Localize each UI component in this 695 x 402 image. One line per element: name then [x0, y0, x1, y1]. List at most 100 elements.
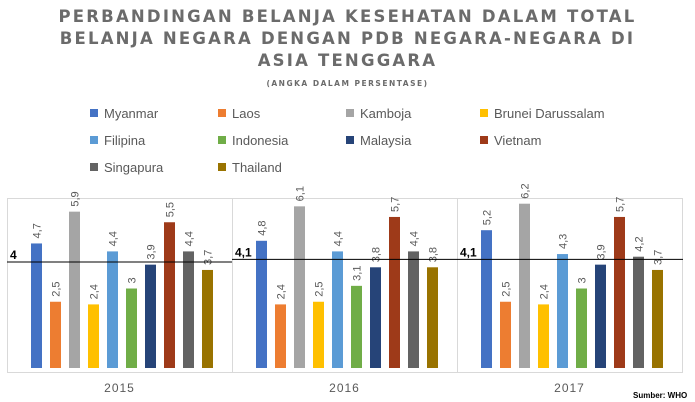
- bar: [351, 285, 362, 368]
- legend-swatch: [218, 109, 226, 117]
- legend-swatch: [90, 109, 98, 117]
- data-label: 2,5: [314, 281, 326, 296]
- legend-swatch: [218, 136, 226, 144]
- bar: [164, 222, 175, 368]
- data-label: 5,9: [70, 191, 82, 206]
- data-label: 4,4: [108, 231, 120, 246]
- data-label: 3,8: [371, 247, 383, 262]
- data-label: 3,7: [653, 250, 665, 265]
- legend-swatch: [480, 109, 488, 117]
- data-label: 3: [577, 277, 589, 283]
- data-label: 2,5: [501, 281, 513, 296]
- reference-label: 4: [10, 248, 17, 262]
- data-label: 5,7: [390, 197, 402, 212]
- legend-label: Thailand: [232, 159, 282, 175]
- chart-subtitle: (ANGKA DALAM PERSENTASE): [266, 79, 429, 88]
- data-label: 5,2: [482, 210, 494, 225]
- legend-label: Filipina: [104, 132, 146, 148]
- legend-item: Vietnam: [480, 131, 541, 149]
- data-label: 4,4: [184, 231, 196, 246]
- reference-label: 4,1: [235, 245, 252, 259]
- legend-swatch: [90, 163, 98, 171]
- data-label: 5,5: [165, 202, 177, 217]
- bar: [557, 254, 568, 368]
- bar: [275, 304, 286, 368]
- legend-item: Malaysia: [346, 131, 411, 149]
- bar: [370, 267, 381, 368]
- bar: [183, 251, 194, 368]
- data-label: 3,9: [596, 244, 608, 259]
- panel-frame: [457, 198, 683, 373]
- bar: [256, 240, 267, 368]
- legend-item: Singapura: [90, 158, 163, 176]
- data-label: 2,4: [89, 284, 101, 299]
- category-label: 2015: [104, 381, 135, 395]
- legend-label: Myanmar: [104, 105, 159, 121]
- legend-swatch: [90, 136, 98, 144]
- chart-title-line: PERBANDINGAN BELANJA KESEHATAN DALAM TOT…: [58, 7, 637, 26]
- bar: [576, 288, 587, 368]
- data-label: 4,3: [558, 234, 570, 249]
- legend-label: Singapura: [104, 159, 164, 175]
- source-note: Sumber: WHO: [633, 391, 688, 400]
- bar: [202, 269, 213, 368]
- data-label: 6,2: [520, 183, 532, 198]
- chart-title-line: BELANJA NEGARA DENGAN PDB NEGARA-NEGARA …: [59, 29, 636, 48]
- category-label: 2016: [329, 381, 360, 395]
- legend-item: Laos: [218, 104, 260, 122]
- bar: [614, 216, 625, 368]
- bar: [107, 251, 118, 368]
- data-label: 2,4: [539, 284, 551, 299]
- legend-label: Vietnam: [494, 132, 542, 148]
- legend-swatch: [346, 109, 354, 117]
- bar: [69, 211, 80, 368]
- bar: [332, 251, 343, 368]
- bar: [88, 304, 99, 368]
- chart-title: PERBANDINGAN BELANJA KESEHATAN DALAM TOT…: [0, 6, 695, 72]
- data-label: 3,7: [203, 250, 215, 265]
- data-label: 4,4: [333, 231, 345, 246]
- data-label: 6,1: [295, 186, 307, 201]
- data-label: 3,9: [146, 244, 158, 259]
- legend-label: Brunei Darussalam: [494, 105, 605, 121]
- data-label: 4,8: [257, 221, 269, 236]
- data-label: 2,5: [51, 281, 63, 296]
- bar: [50, 301, 61, 368]
- bar: [538, 304, 549, 368]
- bar: [126, 288, 137, 368]
- data-label: 3,8: [428, 247, 440, 262]
- data-label: 4,7: [32, 223, 44, 238]
- data-label: 4,4: [409, 231, 421, 246]
- bar: [633, 256, 644, 368]
- legend-label: Laos: [232, 105, 261, 121]
- legend-label: Kamboja: [360, 105, 412, 121]
- legend-swatch: [218, 163, 226, 171]
- data-label: 4,2: [634, 236, 646, 251]
- legend-label: Malaysia: [360, 132, 412, 148]
- bar: [389, 216, 400, 368]
- legend-swatch: [346, 136, 354, 144]
- bar: [595, 264, 606, 368]
- legend-item: Thailand: [218, 158, 282, 176]
- bar: [313, 301, 324, 368]
- reference-label: 4,1: [460, 245, 477, 259]
- legend-swatch: [480, 136, 488, 144]
- legend-label: Indonesia: [232, 132, 289, 148]
- bar: [481, 230, 492, 368]
- data-label: 3: [127, 277, 139, 283]
- legend-item: Kamboja: [346, 104, 411, 122]
- category-label: 2017: [554, 381, 585, 395]
- bar: [145, 264, 156, 368]
- bar: [519, 203, 530, 368]
- bar: [652, 269, 663, 368]
- data-label: 3,1: [352, 266, 364, 281]
- legend-item: Filipina: [90, 131, 145, 149]
- data-label: 5,7: [615, 197, 627, 212]
- legend: Myanmar Laos Kamboja Brunei Darussalam Filip…: [90, 104, 695, 184]
- legend-item: Indonesia: [218, 131, 288, 149]
- data-label: 2,4: [276, 284, 288, 299]
- legend-item: Myanmar: [90, 104, 158, 122]
- bar: [427, 267, 438, 368]
- bar: [31, 243, 42, 368]
